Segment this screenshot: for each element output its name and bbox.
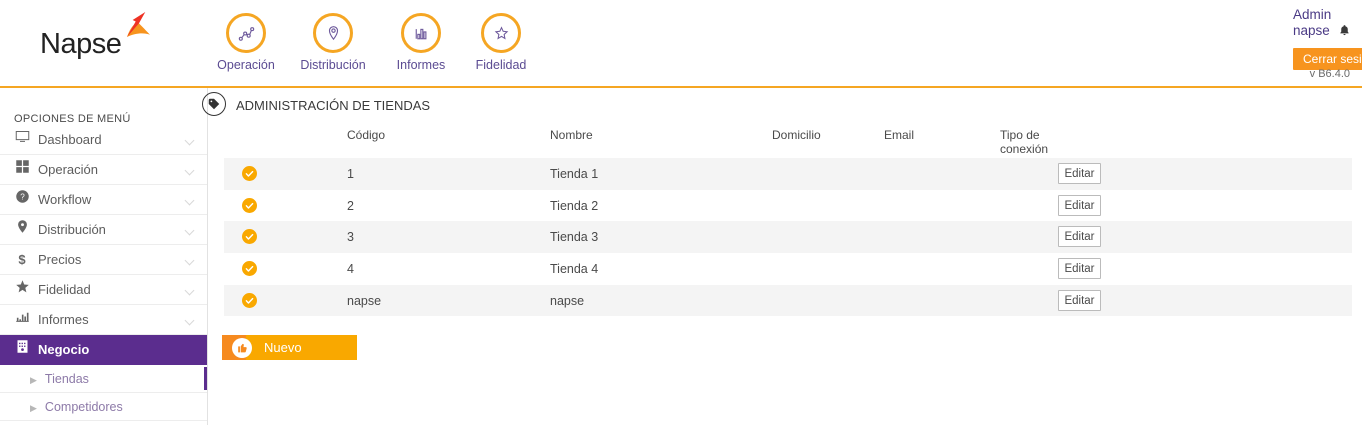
- svg-text:?: ?: [20, 193, 25, 202]
